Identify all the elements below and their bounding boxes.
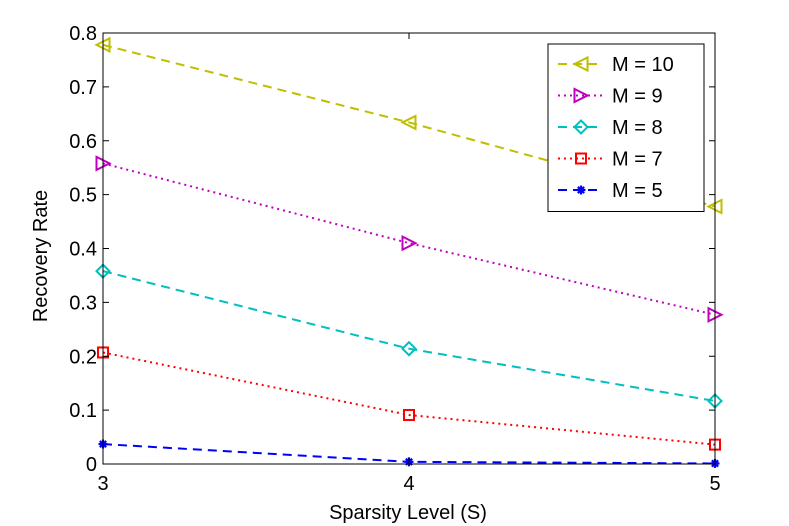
legend-label: M = 7 [612,149,663,171]
legend-label: M = 9 [612,86,663,108]
legend-marker [573,87,590,104]
y-tick-label: 0.2 [69,346,97,368]
legend-label: M = 5 [612,180,663,202]
y-tick-label: 0.3 [69,292,97,314]
y-tick-label: 0.5 [69,185,97,207]
x-axis-label: Sparsity Level (S) [329,502,487,524]
y-tick-label: 0.8 [69,23,97,45]
ticks-layer: 3 4 5 0 0.1 0.2 0.3 0.4 0.5 0.6 0.7 0.8 [69,23,720,495]
legend: M = 10 M = 9 M = 8 M = 7 M = 5 [547,43,705,212]
y-tick-label: 0.6 [69,131,97,153]
legend-entry: M = 9 [558,86,663,108]
x-tick-label: 5 [709,473,720,495]
y-axis-label: Recovery Rate [30,190,52,322]
series-line [102,270,716,402]
data-point [400,114,417,131]
data-point [401,340,417,357]
series-m-8 [95,263,723,409]
legend-entry: M = 7 [558,149,663,171]
legend-marker [575,152,587,165]
series-m-7 [97,346,721,451]
y-tick-label: 0.4 [69,239,97,261]
legend-label: M = 8 [612,117,663,139]
y-tick-label: 0 [86,454,97,476]
legend-marker [576,185,586,195]
series-line [102,351,716,446]
legend-entry: M = 10 [558,54,674,76]
x-tick-label: 3 [97,473,108,495]
legend-marker [572,55,589,73]
legend-entry: M = 5 [558,180,663,202]
y-tick-label: 0.7 [69,77,97,99]
legend-marker [573,119,589,135]
data-point [403,408,415,421]
legend-entry: M = 8 [558,117,663,139]
legend-label: M = 10 [612,54,674,76]
x-tick-label: 4 [403,473,414,495]
data-point [401,234,418,252]
y-tick-label: 0.1 [69,400,97,422]
